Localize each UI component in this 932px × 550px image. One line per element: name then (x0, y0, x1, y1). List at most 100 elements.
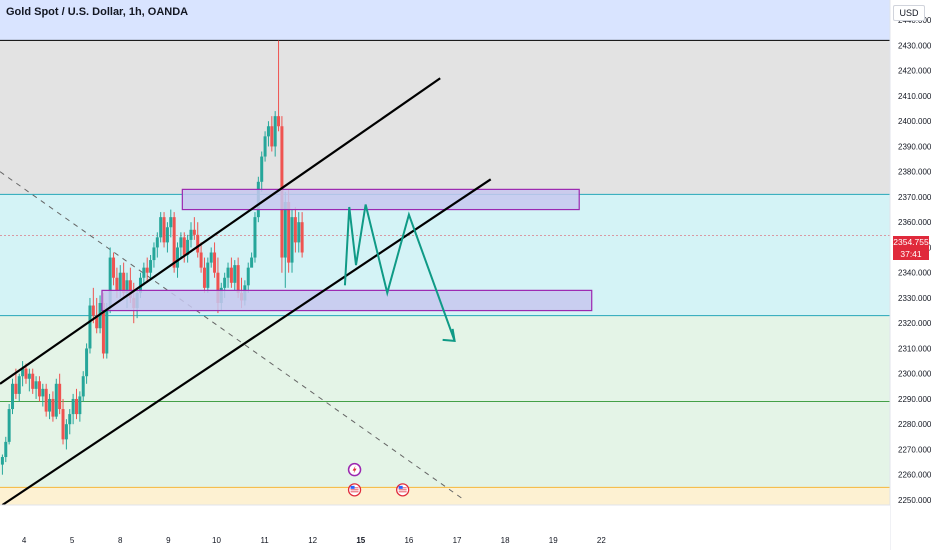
supply-demand-zones (101, 188, 593, 312)
candle-body-57 (192, 229, 196, 235)
candle-body-47 (159, 217, 163, 238)
candle-body-75 (253, 217, 257, 258)
candle-body-34 (115, 277, 119, 291)
candle-body-81 (273, 116, 277, 147)
candle-body-0 (0, 457, 4, 465)
bar-countdown: 37:41 (900, 249, 922, 259)
candle-body-88 (297, 222, 301, 243)
candle-body-68 (229, 267, 233, 283)
candle-body-61 (206, 262, 210, 288)
zone-1 (101, 289, 593, 312)
candle-body-73 (246, 267, 250, 286)
x-tick-label: 12 (308, 536, 317, 545)
candle-body-18 (61, 409, 65, 440)
lightning-glyph (352, 465, 357, 474)
candle-body-27 (91, 305, 95, 316)
candle-body-21 (71, 398, 75, 415)
channel-line-1 (1, 178, 492, 506)
flag-canton (350, 485, 355, 489)
dashed-trendline (0, 171, 465, 501)
band-4 (0, 487, 890, 505)
y-tick-label: 2290.000 (898, 395, 932, 404)
candle-body-63 (213, 252, 217, 273)
candle-body-26 (88, 305, 92, 349)
projection-path (343, 204, 456, 342)
candle-body-13 (44, 388, 48, 412)
candle-body-46 (155, 237, 159, 248)
candle-body-44 (149, 260, 153, 273)
candle-body-5 (17, 376, 21, 394)
candle-body-67 (226, 267, 230, 278)
y-tick-label: 2300.000 (898, 370, 932, 379)
y-tick-label: 2310.000 (898, 344, 932, 353)
x-tick-label: 8 (118, 536, 123, 545)
candle-body-50 (169, 217, 173, 228)
candle-body-48 (162, 217, 166, 243)
candle-body-78 (263, 136, 267, 157)
candle-body-15 (51, 398, 55, 417)
x-tick-label: 22 (597, 536, 606, 545)
candle-body-16 (54, 383, 58, 417)
y-tick-label: 2410.000 (898, 92, 932, 101)
candle-body-24 (81, 376, 85, 397)
last-price-value: 2354.755 (893, 237, 929, 247)
candle-body-64 (216, 272, 220, 303)
horizontal-levels (0, 39, 890, 488)
candle-body-43 (145, 267, 149, 273)
candle-body-14 (48, 398, 52, 412)
candle-body-17 (58, 383, 62, 410)
candle-body-54 (182, 237, 186, 256)
last-price-tag: 2354.755 37:41 (893, 236, 929, 260)
y-tick-label: 2400.000 (898, 117, 932, 126)
candle-body-25 (85, 348, 89, 377)
y-tick-label: 2390.000 (898, 142, 932, 151)
candle-body-79 (266, 126, 270, 137)
y-tick-label: 2340.000 (898, 269, 932, 278)
x-tick-label: 18 (501, 536, 510, 545)
y-tick-label: 2420.000 (898, 67, 932, 76)
candle-body-77 (260, 156, 264, 182)
candle-body-36 (122, 272, 126, 293)
candle-body-58 (196, 234, 200, 253)
x-tick-label: 16 (404, 536, 413, 545)
candle-body-60 (202, 267, 206, 288)
candle-body-31 (105, 308, 109, 354)
candle-body-86 (290, 217, 294, 263)
candle-body-69 (233, 265, 237, 283)
candle-body-84 (283, 202, 287, 258)
candle-body-59 (199, 252, 203, 268)
candle-body-22 (74, 398, 78, 415)
dashed-trend-line (0, 171, 465, 501)
x-tick-label: 11 (260, 536, 269, 545)
band-1 (0, 40, 890, 195)
candle-body-35 (118, 272, 122, 291)
x-tick-label: 19 (549, 536, 558, 545)
chart-title: Gold Spot / U.S. Dollar, 1h, OANDA (6, 6, 189, 18)
event-markers (347, 462, 410, 497)
x-tick-label: 4 (22, 536, 27, 545)
candle-body-80 (270, 126, 274, 147)
x-tick-label: 15 (356, 536, 365, 545)
background-bands (0, 0, 890, 505)
candle-body-70 (236, 265, 240, 293)
candle-body-1 (4, 441, 8, 458)
candle-body-85 (287, 202, 291, 263)
projection-polyline (343, 204, 456, 342)
candle-body-38 (128, 280, 132, 298)
candle-body-2 (7, 409, 11, 442)
candle-body-4 (14, 383, 18, 394)
candle-body-62 (209, 252, 213, 263)
y-tick-label: 2330.000 (898, 294, 932, 303)
candle-body-30 (101, 303, 105, 354)
candle-body-23 (78, 396, 82, 415)
candle-body-55 (186, 239, 190, 256)
y-tick-label: 2360.000 (898, 218, 932, 227)
currency-button[interactable]: USD (893, 5, 925, 21)
band-0 (0, 0, 890, 41)
zone-0 (181, 188, 580, 211)
candle-body-89 (300, 222, 304, 253)
candle-body-53 (179, 237, 183, 248)
